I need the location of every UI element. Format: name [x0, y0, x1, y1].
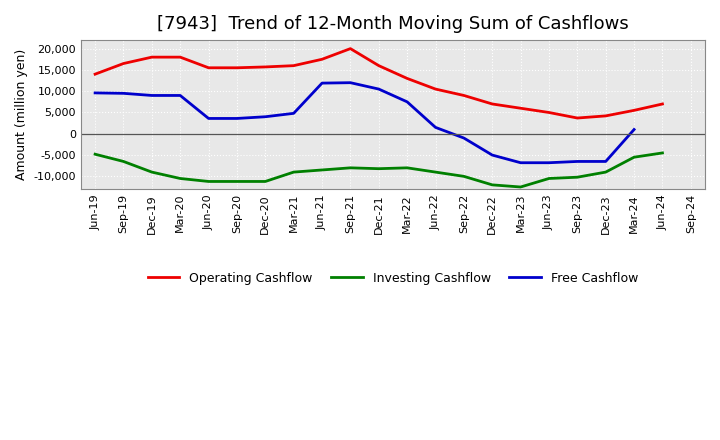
Free Cashflow	[544, 160, 553, 165]
Free Cashflow	[630, 127, 639, 132]
Operating Cashflow	[658, 101, 667, 106]
Operating Cashflow	[459, 93, 468, 98]
Operating Cashflow	[601, 113, 610, 118]
Investing Cashflow	[601, 169, 610, 175]
Investing Cashflow	[488, 182, 497, 187]
Operating Cashflow	[488, 101, 497, 106]
Investing Cashflow	[431, 169, 440, 175]
Investing Cashflow	[516, 184, 525, 190]
Free Cashflow	[601, 159, 610, 164]
Investing Cashflow	[204, 179, 213, 184]
Free Cashflow	[516, 160, 525, 165]
Investing Cashflow	[374, 166, 383, 171]
Investing Cashflow	[233, 179, 241, 184]
Operating Cashflow	[374, 63, 383, 68]
Investing Cashflow	[573, 175, 582, 180]
Title: [7943]  Trend of 12-Month Moving Sum of Cashflows: [7943] Trend of 12-Month Moving Sum of C…	[157, 15, 629, 33]
Investing Cashflow	[289, 169, 298, 175]
Operating Cashflow	[119, 61, 127, 66]
Free Cashflow	[261, 114, 269, 119]
Operating Cashflow	[573, 115, 582, 121]
Operating Cashflow	[318, 57, 326, 62]
Free Cashflow	[119, 91, 127, 96]
Investing Cashflow	[630, 154, 639, 160]
Free Cashflow	[289, 111, 298, 116]
Investing Cashflow	[261, 179, 269, 184]
Free Cashflow	[488, 152, 497, 158]
Free Cashflow	[346, 80, 355, 85]
Free Cashflow	[374, 86, 383, 92]
Free Cashflow	[573, 159, 582, 164]
Investing Cashflow	[148, 169, 156, 175]
Operating Cashflow	[402, 76, 411, 81]
Free Cashflow	[233, 116, 241, 121]
Line: Operating Cashflow: Operating Cashflow	[95, 49, 662, 118]
Investing Cashflow	[346, 165, 355, 170]
Free Cashflow	[148, 93, 156, 98]
Operating Cashflow	[630, 108, 639, 113]
Investing Cashflow	[459, 174, 468, 179]
Free Cashflow	[204, 116, 213, 121]
Operating Cashflow	[233, 65, 241, 70]
Line: Investing Cashflow: Investing Cashflow	[95, 153, 662, 187]
Investing Cashflow	[176, 176, 184, 181]
Investing Cashflow	[318, 167, 326, 172]
Operating Cashflow	[544, 110, 553, 115]
Free Cashflow	[318, 81, 326, 86]
Operating Cashflow	[346, 46, 355, 51]
Investing Cashflow	[658, 150, 667, 156]
Investing Cashflow	[119, 159, 127, 164]
Investing Cashflow	[91, 151, 99, 157]
Free Cashflow	[431, 125, 440, 130]
Free Cashflow	[91, 90, 99, 95]
Free Cashflow	[176, 93, 184, 98]
Line: Free Cashflow: Free Cashflow	[95, 83, 634, 163]
Operating Cashflow	[176, 55, 184, 60]
Free Cashflow	[459, 136, 468, 141]
Operating Cashflow	[516, 106, 525, 111]
Operating Cashflow	[204, 65, 213, 70]
Operating Cashflow	[431, 86, 440, 92]
Legend: Operating Cashflow, Investing Cashflow, Free Cashflow: Operating Cashflow, Investing Cashflow, …	[143, 267, 643, 290]
Investing Cashflow	[544, 176, 553, 181]
Investing Cashflow	[402, 165, 411, 170]
Y-axis label: Amount (million yen): Amount (million yen)	[15, 49, 28, 180]
Operating Cashflow	[289, 63, 298, 68]
Operating Cashflow	[148, 55, 156, 60]
Operating Cashflow	[261, 64, 269, 70]
Operating Cashflow	[91, 72, 99, 77]
Free Cashflow	[402, 99, 411, 104]
